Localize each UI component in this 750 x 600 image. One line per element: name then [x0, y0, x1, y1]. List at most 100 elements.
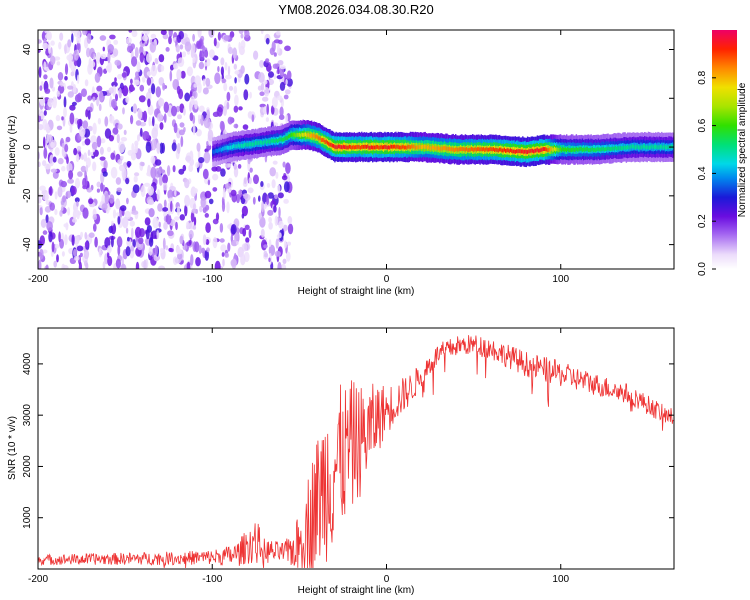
spectrogram-ridge-cell	[361, 145, 363, 149]
spectrogram-noise-cell	[215, 212, 220, 221]
spectrogram-ridge-cell	[435, 146, 437, 151]
spectrogram-ridge-cell	[250, 142, 252, 147]
spectrogram-ridge-cell	[478, 147, 480, 151]
spectrogram-noise-cell	[134, 172, 140, 177]
spectrogram-noise-cell	[38, 161, 41, 168]
spectrogram-noise-cell	[73, 209, 79, 218]
spectrogram-noise-cell	[82, 177, 87, 188]
spectrogram-ridge-cell	[324, 140, 326, 144]
colorbar-tick-label: 0.6	[697, 118, 708, 132]
spectrogram-noise-cell	[282, 258, 287, 264]
spectrogram-noise-cell	[44, 206, 52, 213]
spectrogram-noise-cell	[135, 261, 140, 269]
spectrogram-noise-cell	[223, 35, 230, 41]
chart-title: YM08.2026.034.08.30.R20	[278, 2, 433, 17]
spectrogram-ridge-cell	[309, 134, 312, 138]
spectrogram-noise-cell	[143, 259, 147, 269]
spectrogram-ridge-cell	[652, 145, 654, 150]
spectrogram-noise-cell	[72, 218, 77, 223]
spectrogram-ridge-cell	[659, 144, 662, 149]
spectrogram-ridge-cell	[653, 144, 656, 149]
spectrogram-noise-cell	[150, 64, 158, 77]
spectrogram-noise-cell	[117, 159, 123, 165]
spectrogram-noise-cell	[84, 241, 89, 248]
spectrogram-noise-cell	[195, 162, 200, 168]
snr-y-ticks: 1000 2000 3000 4000	[22, 352, 674, 529]
spectrogram-ridge-cell	[364, 144, 367, 149]
spectrogram-ridge-cell	[487, 147, 490, 152]
spectrogram-noise-cell	[103, 160, 108, 170]
spectrogram-noise-cell	[238, 30, 244, 35]
spectrogram-noise-cell	[82, 207, 89, 219]
spectrogram-ridge-cell	[607, 146, 609, 151]
spectrogram-noise-cell	[58, 41, 62, 50]
spectrogram-noise-cell	[143, 30, 150, 36]
colorbar-gradient	[712, 30, 737, 269]
spectrogram-ridge-cell	[611, 146, 613, 151]
spectrogram-noise-cell	[279, 106, 284, 117]
spectrogram-ridge-cell	[215, 148, 218, 153]
spectrogram-ridge-cell	[340, 145, 342, 149]
spectrogram-noise-cell	[190, 211, 195, 223]
spectrogram-ridge-cell	[480, 147, 482, 151]
spectrogram-noise-cell	[78, 261, 82, 269]
spectrogram-noise-cell	[132, 184, 140, 194]
spectrogram-ridge-cell	[452, 147, 454, 152]
spectrogram-ridge-cell	[616, 146, 618, 151]
spectrogram-noise-cell	[234, 70, 240, 75]
y-tick-label: 20	[22, 92, 33, 104]
spectrogram-noise-cell	[104, 193, 110, 205]
spectrogram-ridge-cell	[257, 140, 259, 145]
spectrogram-noise-cell	[152, 216, 159, 229]
spectrogram-ridge-cell	[446, 146, 448, 151]
spectrogram-ridge-cell	[333, 144, 335, 148]
spectrogram-noise-cell	[121, 88, 127, 95]
spectrogram-ridge-cell	[461, 147, 463, 151]
spectrogram-ridge-cell	[276, 139, 279, 143]
spectrogram-noise-cell	[206, 58, 211, 67]
spectrogram-noise-cell	[39, 207, 43, 216]
spectrogram-noise-cell	[214, 72, 221, 85]
spectrogram-ridge-cell	[387, 145, 390, 150]
spectrogram-noise-cell	[284, 45, 291, 52]
spectrogram-ridge-cell	[447, 146, 450, 151]
spectrogram-noise-cell	[85, 262, 89, 269]
spectrogram-ridge-cell	[261, 140, 263, 145]
spectrogram-ridge-cell	[237, 143, 240, 148]
spectrogram-noise-cell	[39, 235, 45, 246]
spectrogram-ridge-cell	[506, 148, 508, 153]
snr-panel: -200 -100 0 100 1000 2000 3000 4000 Height of …	[7, 327, 675, 596]
spectrogram-noise-cell	[110, 223, 117, 235]
spectrogram-noise-cell	[182, 164, 187, 172]
spectrogram-ridge-cell	[563, 148, 565, 152]
spectrogram-noise-cell	[171, 105, 177, 117]
spectrogram-noise-cell	[184, 204, 188, 217]
spectrogram-noise-cell	[57, 72, 64, 81]
spectrogram-noise-cell	[123, 129, 127, 135]
spectrogram-ridge-cell	[459, 147, 462, 152]
spectrogram-ridge-cell	[320, 138, 323, 142]
spectrogram-ridge-cell	[650, 145, 652, 150]
spectrogram-noise-cell	[158, 54, 165, 63]
spectrogram-noise-cell	[244, 224, 250, 230]
spectrogram-noise-cell	[265, 58, 270, 63]
spectrogram-noise-cell	[277, 232, 282, 239]
spectrogram-ridge-cell	[355, 145, 357, 150]
spectrogram-noise-cell	[243, 89, 249, 101]
spectrogram-noise-cell	[168, 207, 171, 216]
spectrogram-ridge-cell	[520, 149, 523, 154]
spectrogram-noise-cell	[197, 114, 202, 120]
spectrogram-ridge-cell	[505, 149, 507, 153]
spectrogram-ridge-cell	[648, 145, 651, 150]
spectrogram-noise-cell	[42, 42, 49, 50]
spectrogram-noise-cell	[144, 217, 151, 226]
spectrogram-ridge-cell	[485, 146, 487, 151]
spectrogram-ridge-cell	[337, 144, 340, 149]
spectrogram-noise-cell	[96, 85, 103, 92]
spectrogram-ridge-cell	[583, 147, 585, 152]
spectrogram-noise-cell	[67, 39, 72, 48]
spectrogram-noise-cell	[148, 208, 155, 218]
spectrogram-ridge-cell	[439, 147, 441, 151]
spectrogram-noise-cell	[133, 175, 138, 183]
